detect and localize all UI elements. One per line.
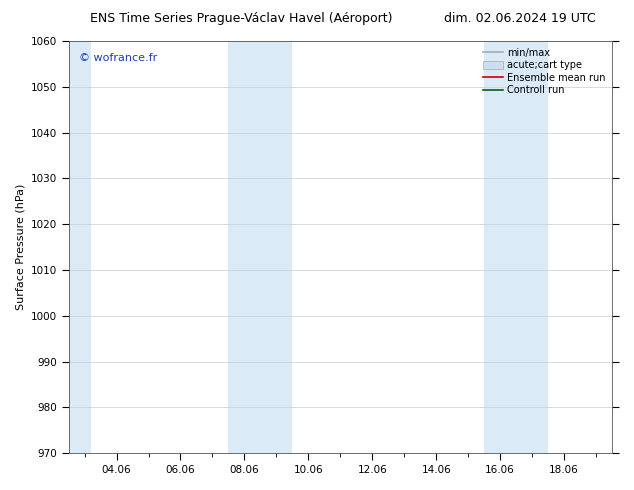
Legend: min/max, acute;cart type, Ensemble mean run, Controll run: min/max, acute;cart type, Ensemble mean … — [481, 46, 607, 97]
Bar — [228, 41, 292, 453]
Text: © wofrance.fr: © wofrance.fr — [79, 53, 158, 63]
Text: ENS Time Series Prague-Václav Havel (Aéroport): ENS Time Series Prague-Václav Havel (Aér… — [89, 12, 392, 25]
Y-axis label: Surface Pressure (hPa): Surface Pressure (hPa) — [15, 184, 25, 310]
Bar — [484, 41, 548, 453]
Text: dim. 02.06.2024 19 UTC: dim. 02.06.2024 19 UTC — [444, 12, 596, 25]
Bar — [68, 41, 91, 453]
